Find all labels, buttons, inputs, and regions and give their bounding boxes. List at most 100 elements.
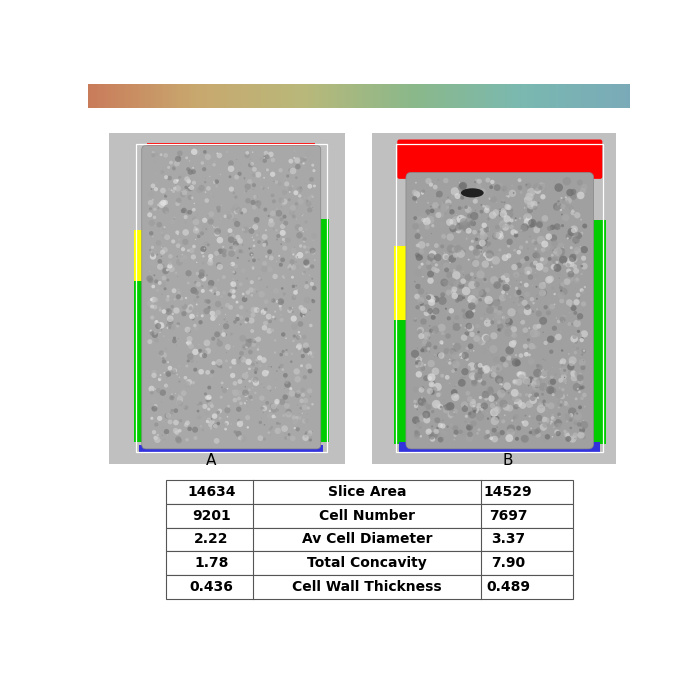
Circle shape [256, 362, 258, 364]
Circle shape [466, 434, 474, 442]
Circle shape [252, 258, 256, 262]
Circle shape [495, 285, 497, 287]
Bar [165, 84, 167, 108]
Circle shape [488, 395, 495, 402]
Circle shape [158, 207, 160, 209]
Bar [104, 84, 106, 108]
Circle shape [160, 416, 162, 419]
Circle shape [301, 354, 305, 358]
Circle shape [426, 264, 432, 270]
Circle shape [515, 437, 519, 441]
Bar [155, 84, 157, 108]
Circle shape [580, 232, 583, 235]
Circle shape [279, 353, 283, 356]
Circle shape [181, 404, 186, 408]
Circle shape [536, 286, 538, 288]
Bar [437, 84, 439, 108]
Circle shape [568, 322, 571, 326]
Circle shape [536, 311, 542, 317]
Circle shape [498, 278, 503, 283]
Circle shape [244, 183, 251, 190]
Circle shape [449, 208, 450, 209]
Circle shape [581, 368, 585, 372]
Circle shape [295, 261, 297, 262]
Circle shape [411, 350, 419, 358]
Circle shape [166, 268, 169, 272]
Circle shape [274, 416, 277, 418]
Circle shape [530, 332, 534, 336]
Circle shape [459, 182, 467, 190]
Circle shape [217, 209, 220, 213]
Circle shape [573, 299, 580, 305]
Circle shape [512, 340, 517, 345]
Circle shape [449, 358, 450, 360]
Circle shape [253, 244, 256, 247]
Circle shape [518, 374, 525, 381]
Circle shape [270, 434, 271, 436]
Circle shape [268, 320, 272, 323]
Circle shape [570, 433, 573, 437]
Circle shape [303, 258, 309, 265]
Circle shape [441, 260, 449, 268]
Circle shape [546, 310, 551, 316]
Bar [205, 84, 207, 108]
Circle shape [304, 297, 311, 304]
Circle shape [149, 231, 153, 235]
Circle shape [476, 183, 482, 189]
Bar [522, 84, 524, 108]
Circle shape [309, 354, 310, 356]
Circle shape [518, 396, 519, 398]
Circle shape [491, 368, 494, 370]
Circle shape [246, 309, 248, 312]
Circle shape [502, 285, 506, 289]
Circle shape [307, 351, 312, 356]
Circle shape [253, 368, 255, 370]
Circle shape [231, 264, 232, 265]
Circle shape [174, 298, 176, 300]
Circle shape [563, 199, 565, 201]
Circle shape [297, 404, 298, 406]
Circle shape [452, 286, 457, 293]
Circle shape [466, 274, 468, 276]
Circle shape [492, 353, 493, 354]
Circle shape [179, 228, 181, 230]
Circle shape [277, 298, 284, 305]
Circle shape [285, 378, 286, 379]
Circle shape [506, 253, 511, 258]
Circle shape [189, 314, 195, 319]
Circle shape [566, 272, 570, 276]
Circle shape [228, 165, 234, 172]
Circle shape [289, 387, 293, 391]
Circle shape [231, 207, 235, 211]
Circle shape [561, 388, 565, 391]
Circle shape [552, 418, 556, 421]
Circle shape [529, 398, 536, 405]
Circle shape [232, 244, 239, 250]
Circle shape [569, 255, 577, 263]
Circle shape [416, 244, 419, 247]
Circle shape [414, 294, 420, 300]
Circle shape [164, 234, 170, 240]
Circle shape [517, 178, 522, 182]
Circle shape [567, 257, 574, 264]
Circle shape [558, 407, 560, 409]
Circle shape [304, 197, 305, 198]
Circle shape [577, 388, 579, 390]
Circle shape [574, 212, 580, 218]
Circle shape [244, 179, 245, 180]
Circle shape [295, 427, 300, 431]
Circle shape [555, 423, 561, 429]
Bar [283, 84, 285, 108]
Circle shape [482, 205, 485, 208]
Circle shape [245, 198, 251, 204]
Circle shape [550, 423, 552, 425]
Circle shape [244, 153, 250, 158]
Circle shape [516, 426, 522, 430]
Circle shape [507, 207, 513, 214]
Circle shape [440, 374, 444, 378]
Circle shape [157, 416, 162, 421]
Circle shape [444, 252, 445, 253]
Circle shape [427, 308, 433, 314]
Circle shape [299, 158, 304, 163]
Circle shape [458, 379, 466, 386]
